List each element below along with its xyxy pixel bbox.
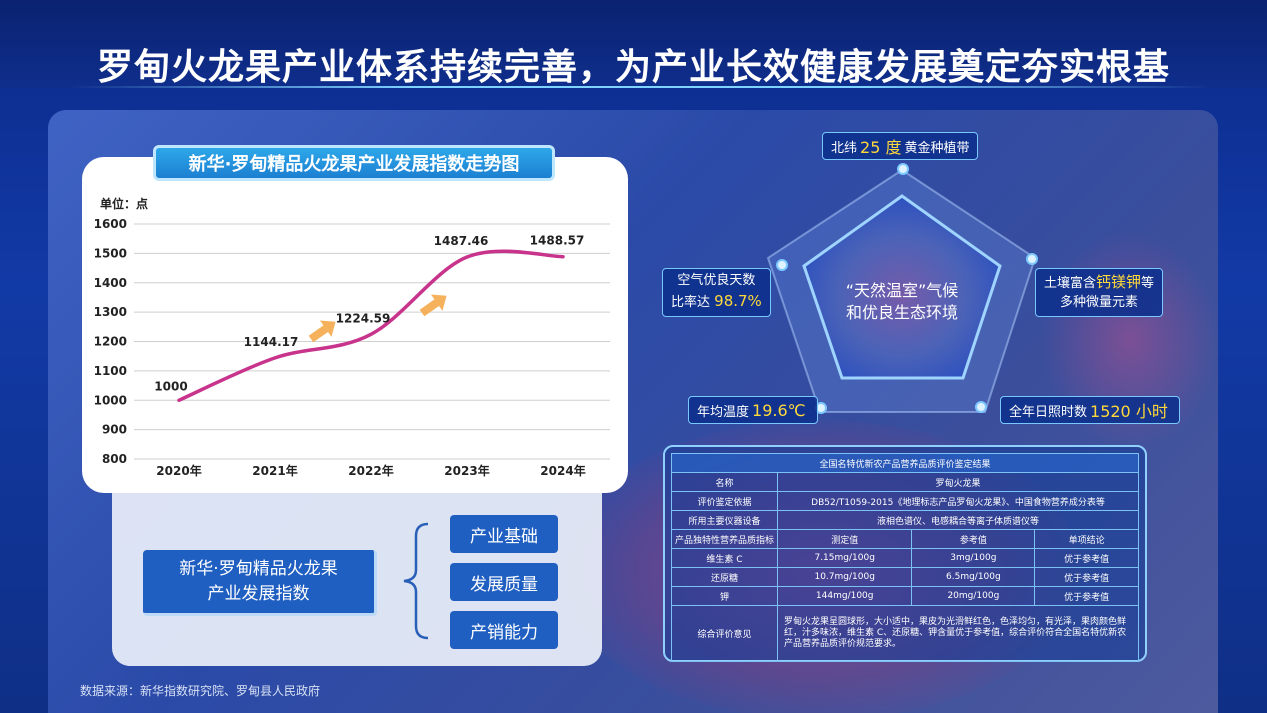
y-tick-label: 800 [102,452,127,466]
line-chart: 单位：点 800 900 1000 1100 1200 1300 1400 1500 1600 20… [94,196,610,478]
index-main-line1: 新华·罗甸精品火龙果 [179,558,338,579]
table-row: 维生素 C 7.15mg/100g 3mg/100g 优于参考值 [670,548,1139,568]
data-label: 1487.46 [434,234,489,248]
index-sub-marketing: 产销能力 [450,611,558,649]
center-line2: 和优良生态环境 [845,303,958,323]
eval-equip-label: 所用主要仪器设备 [670,510,779,530]
eval-opinion-label: 综合评价意见 [670,605,779,662]
eval-table-title: 全国名特优新农产品营养品质评价鉴定结果 [671,453,1139,473]
y-tick-label: 1400 [94,276,127,290]
tag-latitude: 北纬 25 度 黄金种植带 [822,132,979,160]
pentagon-dot-top [897,163,909,175]
index-main-line2: 产业发展指数 [207,583,310,604]
index-main-box: 新华·罗甸精品火龙果 产业发展指数 [143,550,377,616]
series-line [177,249,565,402]
pentagon-dot-left [776,259,788,271]
data-label: 1488.57 [530,234,585,248]
title-divider [70,86,1210,88]
eval-header-conclusion: 单项结论 [1034,529,1139,549]
chart-title: 新华·罗甸精品火龙果产业发展指数走势图 [153,145,555,181]
eval-basis-label: 评价鉴定依据 [670,491,779,511]
y-tick-label: 1000 [94,393,127,407]
index-sub-foundation: 产业基础 [450,515,558,553]
eval-name-label: 名称 [670,472,779,492]
y-tick-label: 1200 [94,335,127,349]
table-row: 还原糖 10.7mg/100g 6.5mg/100g 优于参考值 [670,567,1139,587]
pentagon-diagram [766,168,1037,413]
eval-header-measured: 测定值 [777,529,913,549]
center-line1: “天然温室”气候 [845,281,959,300]
y-tick-label: 1300 [94,305,127,319]
tag-sunshine: 全年日照时数 1520 小时 [1000,396,1180,424]
trend-arrow-icon [419,294,447,317]
eval-equip-value: 液相色谱仪、电感耦合等离子体质谱仪等 [777,510,1139,530]
eval-header-indicator: 产品独特性营养品质指标 [670,529,779,549]
chart-card [82,157,628,493]
tag-air-quality: 空气优良天数 比率达 98.7% [662,268,771,317]
x-tick-label: 2022年 [348,463,393,478]
tag-soil: 土壤富含钙镁钾等 多种微量元素 [1035,268,1164,317]
brace-connector [403,522,429,640]
eval-header-reference: 参考值 [911,529,1036,549]
data-label: 1144.17 [244,335,299,349]
pentagon-dot-right [1026,253,1038,265]
x-tick-label: 2024年 [540,463,585,478]
data-label: 1000 [154,379,187,393]
pentagon-dot-bottom-right [975,401,987,413]
data-source: 数据来源：新华指数研究院、罗甸县人民政府 [80,684,321,698]
table-row: 钾 144mg/100g 20mg/100g 优于参考值 [670,586,1139,606]
y-tick-label: 1600 [94,217,127,231]
data-label: 1224.59 [336,311,391,325]
eval-opinion-value: 罗甸火龙果呈圆球形，大小适中，果皮为光滑鲜红色，色泽均匀，有光泽，果肉颜色鲜红，… [777,605,1139,662]
y-tick-label: 1500 [94,246,127,260]
eval-basis-value: DB52/T1059-2015《地理标志产品罗甸火龙果》、中国食物营养成分表等 [777,491,1139,511]
y-tick-label: 1100 [94,364,127,378]
tag-temperature: 年均温度 19.6℃ [688,396,818,424]
pentagon-inner [802,194,1002,380]
y-tick-label: 900 [102,423,127,437]
chart-unit-label: 单位：点 [100,196,148,211]
pentagon-center-text: “天然温室”气候 和优良生态环境 [822,280,982,325]
x-tick-label: 2023年 [444,463,489,478]
eval-name-value: 罗甸火龙果 [777,472,1139,492]
x-tick-label: 2020年 [156,463,201,478]
evaluation-table-panel: 全国名特优新农产品营养品质评价鉴定结果 名称 罗甸火龙果 评价鉴定依据 DB52… [663,445,1147,662]
index-sub-quality: 发展质量 [450,563,558,601]
trend-arrow-icon [308,320,336,343]
page-title: 罗甸火龙果产业体系持续完善，为产业长效健康发展奠定夯实根基 [96,47,1170,88]
evaluation-table: 全国名特优新农产品营养品质评价鉴定结果 名称 罗甸火龙果 评价鉴定依据 DB52… [670,453,1139,662]
x-tick-label: 2021年 [252,463,297,478]
title-bar [0,0,1267,88]
